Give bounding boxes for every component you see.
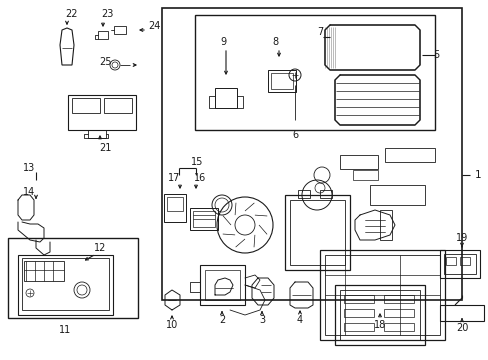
Bar [343,323,373,331]
Bar [325,255,439,335]
Bar [339,290,419,340]
Text: 8: 8 [271,37,278,47]
Bar [215,88,237,108]
Text: 21: 21 [99,143,111,153]
Text: 15: 15 [190,157,203,167]
Bar [319,190,331,198]
Text: 25: 25 [100,57,112,67]
Text: 4: 4 [296,315,303,325]
Text: 14: 14 [23,187,35,197]
Bar [68,95,136,130]
Text: 16: 16 [193,173,206,183]
Bar [369,185,424,205]
Text: 12: 12 [94,243,106,253]
Bar [195,15,434,130]
Text: 23: 23 [101,9,113,19]
Bar [383,295,413,303]
Text: 18: 18 [373,320,386,330]
Bar [352,170,377,180]
Text: 5: 5 [432,50,438,60]
Bar [319,250,444,340]
Bar [439,305,483,321]
Bar [104,98,132,113]
Bar [343,309,373,317]
Bar [167,197,183,211]
Text: 10: 10 [165,320,178,330]
Bar [72,98,100,113]
Bar [204,270,240,300]
Bar [270,73,292,89]
Text: 24: 24 [148,21,160,31]
Bar [339,155,377,169]
Bar [379,210,391,240]
Text: 7: 7 [316,27,323,37]
Bar [383,309,413,317]
Text: 13: 13 [23,163,35,173]
Text: 20: 20 [455,323,467,333]
Bar [289,200,345,265]
Text: 3: 3 [259,315,264,325]
Bar [114,26,126,34]
Text: 22: 22 [64,9,77,19]
Bar [439,250,479,278]
Bar [334,285,424,345]
Polygon shape [325,25,419,70]
Bar [343,295,373,303]
Bar [22,258,109,310]
Bar [285,195,349,270]
Text: 6: 6 [291,130,298,140]
Text: 1: 1 [474,170,481,180]
Polygon shape [60,28,74,65]
Bar [98,31,108,39]
Bar [443,254,475,274]
Bar [384,148,434,162]
Text: 2: 2 [219,315,224,325]
Bar [88,130,106,138]
Bar [193,211,215,227]
Bar [24,261,64,281]
Text: 11: 11 [59,325,71,335]
Bar [18,255,113,315]
Text: 9: 9 [220,37,225,47]
Bar [459,257,469,265]
Bar [383,323,413,331]
Bar [8,238,138,318]
Bar [162,8,461,300]
Bar [297,190,309,198]
Bar [445,257,455,265]
Bar [190,208,218,230]
Text: 17: 17 [167,173,180,183]
Bar [163,194,185,222]
Bar [267,70,295,92]
Polygon shape [334,75,419,125]
Bar [200,265,244,305]
Text: 19: 19 [455,233,467,243]
